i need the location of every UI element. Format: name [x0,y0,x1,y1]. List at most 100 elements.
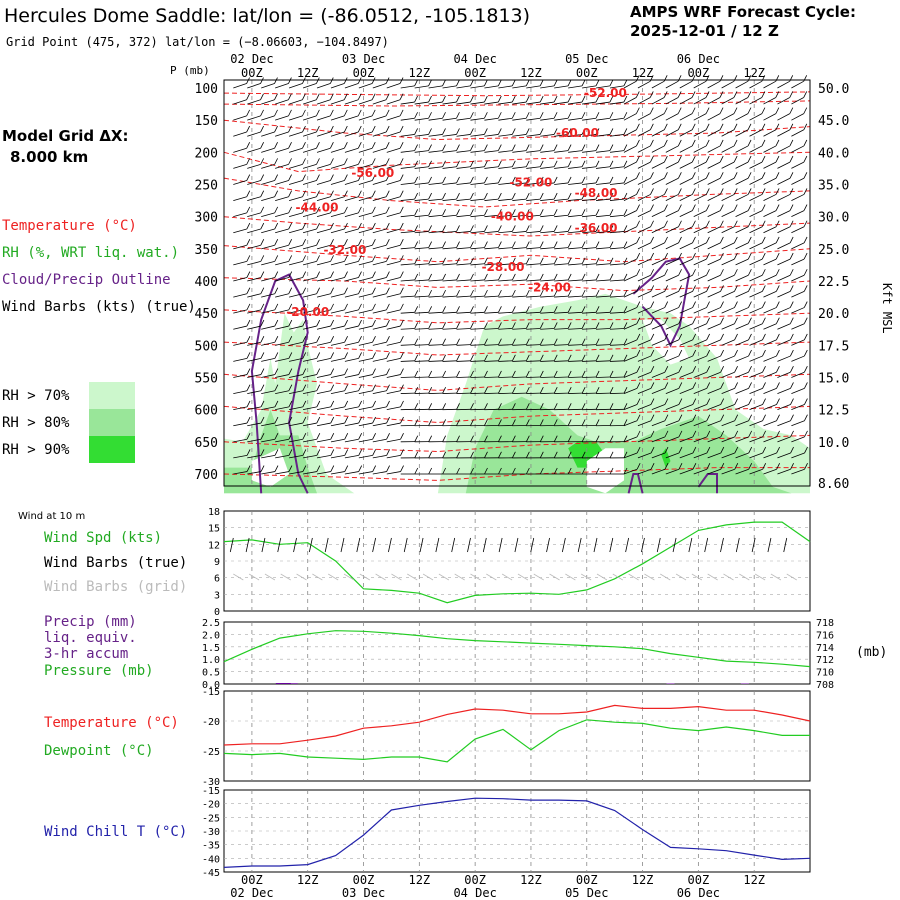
wind-barb-feather [456,338,460,345]
dewpoint-line [223,719,810,763]
wind-barb [679,307,693,314]
wind-barb-feather [498,225,502,232]
wind-barb-feather [358,416,363,424]
wind-barb [372,406,387,411]
wind-barb [456,85,471,89]
wind-barb [302,180,317,185]
wind-barb-feather [456,419,460,426]
wind-barb [707,291,721,298]
wind-barb [330,455,345,459]
wind-barb-feather [595,354,600,361]
wind-barb-feather [567,451,572,459]
wind-barb-feather [733,107,738,114]
wind-barb-feather [595,192,600,200]
wind-barb [735,468,749,475]
surface-wind-barb [609,537,614,553]
wind-barb-feather [260,384,265,391]
wind-barb [623,226,637,234]
surface-wind-barb [767,537,772,553]
surface-wind-barb [672,537,677,553]
wind-barb-feather [260,416,265,424]
wind-barb [498,214,513,218]
legend-wind-barbs: Wind Barbs (kts) (true) [2,299,196,315]
wind-barb [693,452,707,459]
wind-barb [693,404,707,411]
wind-barb [582,198,597,201]
wind-barb [637,420,652,427]
wind-barb-feather [761,252,766,260]
wind-barb-feather [288,433,293,440]
wind-barb [275,212,289,218]
wind-barb [289,325,303,330]
wind-barb-feather [775,285,780,292]
rh-scale-label: RH > 70% [2,388,70,404]
wind-barb-feather [623,419,628,426]
wind-barb-feather [692,317,697,324]
wind-barb [679,371,693,378]
wind-barb [763,420,777,427]
surface-grid-barb [501,573,513,581]
wind-barb [442,247,457,250]
wind-barb-feather [385,109,390,117]
wind-barb-feather [386,271,390,278]
wind-barb-feather [442,435,446,442]
wind-barb [470,263,485,266]
temperature-panel: -30-25-20-15 [202,687,811,788]
wind-barb-feather [706,382,711,389]
wind-barb [344,341,359,346]
wind-barb [763,339,777,346]
wind-barb [233,260,247,266]
wind-barb-feather [512,289,516,297]
wind-barb [233,406,248,411]
wind-barb-feather [386,287,390,294]
wind-barb-feather [623,451,628,459]
wind-barb-feather [288,206,292,214]
wind-barb [554,182,569,185]
wind-barb-feather [677,123,682,130]
wind-barb [289,438,303,443]
wind-barb [344,99,359,105]
surface-wind-barb [435,537,440,553]
wind-barb [721,80,735,89]
wind-barb-feather [762,301,766,308]
wind-barb [442,311,457,314]
wind-barb [763,436,777,443]
wind-barb [679,468,694,475]
wind-barb [763,80,776,89]
wind-barb-feather [316,400,321,408]
wind-barb [344,455,359,459]
wind-barb [707,97,721,105]
wind-barb [540,166,555,169]
panel-tick-label: 1.0 [202,655,220,666]
wind-barb-feather [595,79,600,87]
wind-barb-feather [581,176,586,184]
wind-barb-feather [623,306,628,313]
wind-barb [721,145,735,153]
wind-barb [289,357,303,362]
wind-barb-feather [302,239,306,246]
wind-barb-feather [650,269,655,276]
wind-barb [721,452,735,459]
wind-barb [484,182,499,185]
wind-barb [400,263,415,266]
wind-barb-feather [692,463,697,470]
wind-barb-feather [274,77,278,84]
wind-barb [791,242,805,250]
wind-barb-feather [484,112,488,119]
wind-barb-feather [316,190,320,197]
wind-barb [275,455,290,459]
wind-barb-feather [719,107,724,114]
wind-barb-feather [274,239,279,246]
wind-barb-feather [636,317,641,324]
wind-barb-feather [678,366,683,373]
wind-barb [568,360,583,362]
wind-barb [777,323,791,330]
wind-barb [763,210,777,218]
wind-barb [791,452,805,459]
wind-barb-feather [567,273,572,281]
wind-barb-feather [553,338,558,345]
wind-barb [233,341,248,346]
wind-barb-feather [498,289,502,297]
wind-barb [596,311,611,314]
bottom-hour-label: 00Z [353,873,375,887]
